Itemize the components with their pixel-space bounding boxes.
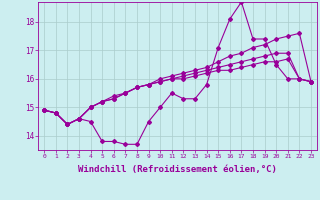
X-axis label: Windchill (Refroidissement éolien,°C): Windchill (Refroidissement éolien,°C)	[78, 165, 277, 174]
